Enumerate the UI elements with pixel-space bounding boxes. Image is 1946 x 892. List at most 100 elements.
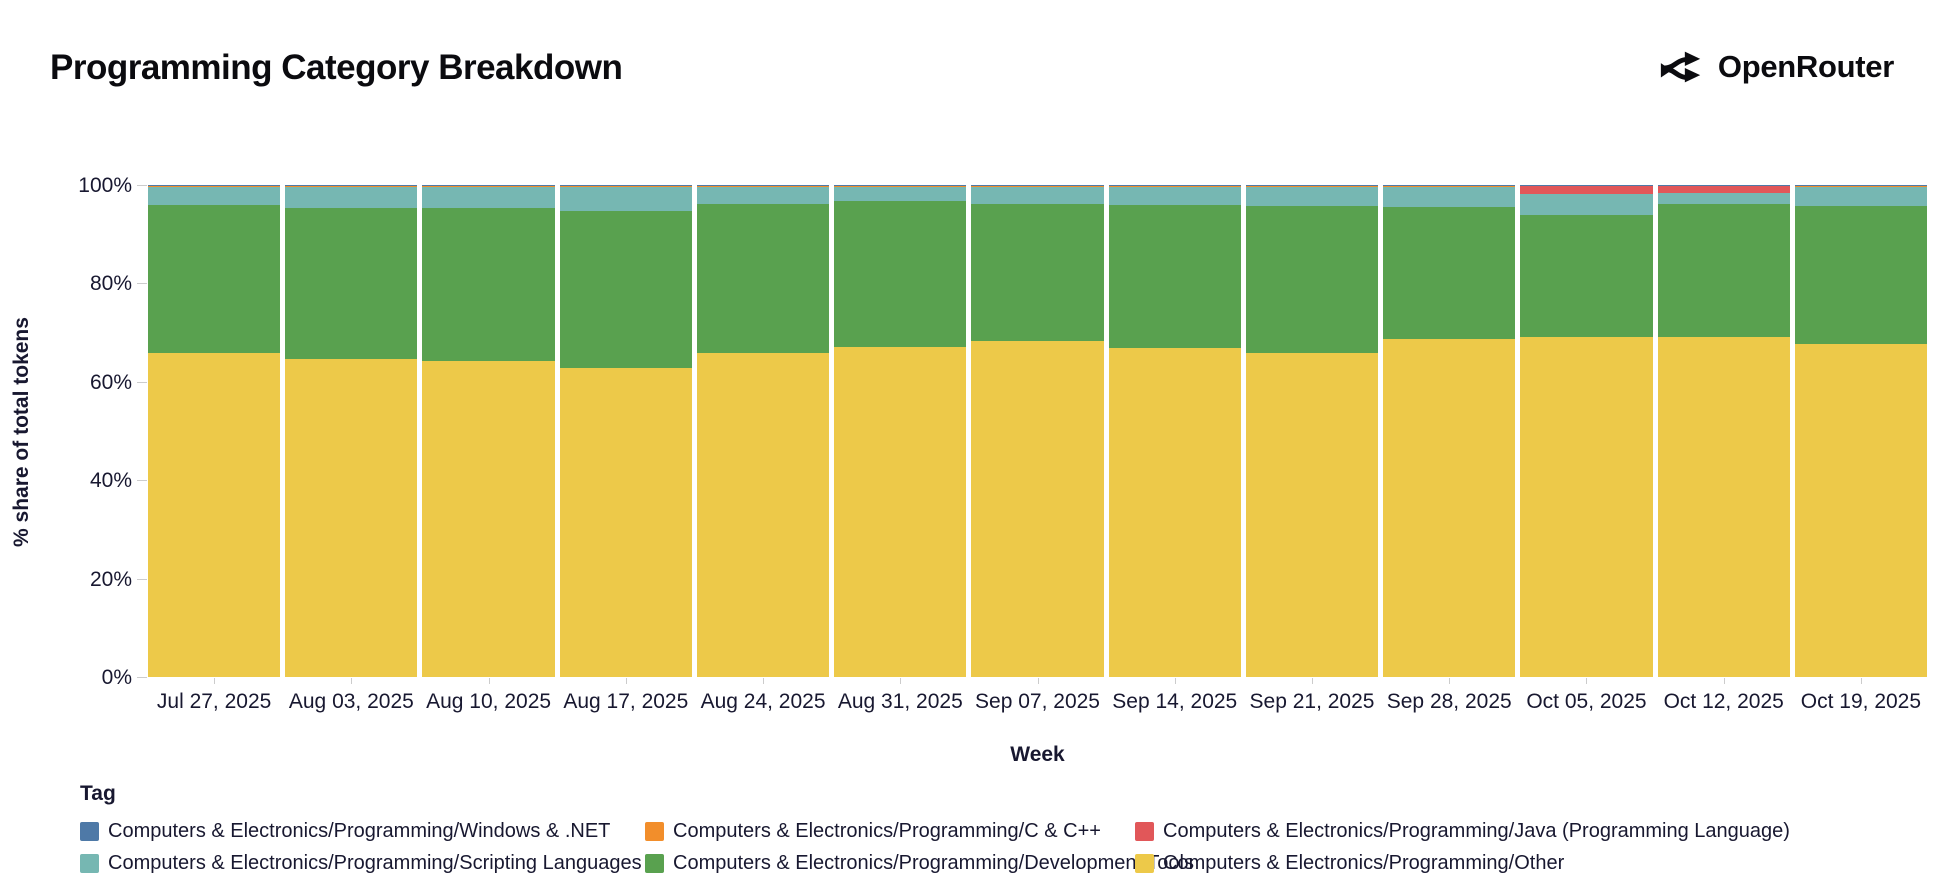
bar-aug-24-2025[interactable] bbox=[696, 185, 830, 677]
x-tick-mark bbox=[1174, 678, 1176, 684]
brand-name: OpenRouter bbox=[1717, 49, 1894, 84]
bar-segment[interactable] bbox=[422, 187, 555, 209]
bar-segment[interactable] bbox=[1520, 215, 1653, 338]
x-tick-label: Aug 17, 2025 bbox=[563, 690, 689, 713]
bar-aug-17-2025[interactable] bbox=[559, 185, 692, 677]
legend-swatch-icon bbox=[1135, 822, 1154, 841]
legend-item[interactable]: Computers & Electronics/Programming/Java… bbox=[1135, 820, 1790, 843]
x-tick-label: Jul 27, 2025 bbox=[156, 690, 272, 713]
bar-segment[interactable] bbox=[148, 186, 281, 206]
x-tick-label: Sep 28, 2025 bbox=[1386, 690, 1512, 713]
bar-segment[interactable] bbox=[148, 185, 281, 187]
bar-oct-05-2025[interactable] bbox=[1520, 185, 1653, 677]
bar-segment[interactable] bbox=[559, 187, 692, 212]
y-tick-mark bbox=[137, 480, 147, 482]
y-tick-label: 100% bbox=[78, 174, 132, 197]
bar-segment[interactable] bbox=[971, 186, 1104, 205]
bar-segment[interactable] bbox=[422, 361, 555, 677]
bar-segment[interactable] bbox=[971, 185, 1104, 187]
bar-segment[interactable] bbox=[285, 187, 418, 209]
bar-segment[interactable] bbox=[1520, 337, 1653, 677]
bar-segment[interactable] bbox=[1108, 185, 1241, 187]
x-tick-mark bbox=[1723, 678, 1725, 684]
bar-segment[interactable] bbox=[696, 185, 830, 187]
bar-segment[interactable] bbox=[1245, 187, 1379, 207]
openrouter-logo-icon bbox=[1658, 44, 1704, 90]
bar-sep-21-2025[interactable] bbox=[1245, 185, 1379, 677]
bar-segment[interactable] bbox=[1108, 347, 1241, 677]
legend-label: Computers & Electronics/Programming/Othe… bbox=[1163, 852, 1565, 874]
bar-segment[interactable] bbox=[1657, 204, 1790, 338]
bar-aug-31-2025[interactable] bbox=[834, 185, 967, 677]
bar-aug-10-2025[interactable] bbox=[422, 185, 555, 677]
y-tick-label: 20% bbox=[89, 567, 132, 591]
bar-segment[interactable] bbox=[1657, 186, 1790, 193]
y-tick-label: 80% bbox=[89, 272, 132, 296]
y-tick-label: 60% bbox=[89, 370, 132, 394]
bar-sep-14-2025[interactable] bbox=[1108, 185, 1241, 677]
legend-item[interactable]: Computers & Electronics/Programming/Othe… bbox=[1135, 852, 1564, 875]
bar-segment[interactable] bbox=[285, 359, 418, 677]
bar-aug-03-2025[interactable] bbox=[285, 185, 418, 677]
bar-sep-28-2025[interactable] bbox=[1383, 185, 1516, 677]
bar-sep-07-2025[interactable] bbox=[971, 185, 1104, 677]
bar-segment[interactable] bbox=[834, 185, 967, 187]
bar-segment[interactable] bbox=[834, 201, 967, 347]
x-tick-mark bbox=[900, 678, 902, 684]
legend-item[interactable]: Computers & Electronics/Programming/Scri… bbox=[80, 852, 642, 875]
bar-segment[interactable] bbox=[1657, 192, 1790, 205]
bar-segment[interactable] bbox=[1245, 185, 1379, 188]
bar-segment[interactable] bbox=[971, 204, 1104, 341]
bar-segment[interactable] bbox=[1520, 193, 1653, 216]
bar-segment[interactable] bbox=[1794, 343, 1928, 677]
legend-title: Tag bbox=[80, 782, 116, 805]
bar-segment[interactable] bbox=[1794, 206, 1928, 344]
brand: OpenRouter bbox=[1658, 44, 1894, 90]
x-tick-label: Oct 19, 2025 bbox=[1800, 690, 1922, 713]
bar-segment[interactable] bbox=[696, 204, 830, 353]
bar-segment[interactable] bbox=[696, 352, 830, 677]
x-tick-label: Aug 03, 2025 bbox=[288, 690, 414, 713]
bar-segment[interactable] bbox=[148, 352, 281, 677]
bar-segment[interactable] bbox=[285, 185, 418, 188]
bar-segment[interactable] bbox=[422, 185, 555, 188]
bar-segment[interactable] bbox=[285, 208, 418, 360]
legend-swatch-icon bbox=[80, 854, 99, 873]
legend-swatch-icon bbox=[645, 822, 664, 841]
bar-segment[interactable] bbox=[1383, 339, 1516, 677]
y-tick-mark bbox=[137, 283, 147, 285]
bar-segment[interactable] bbox=[1245, 352, 1379, 677]
legend-label: Computers & Electronics/Programming/C & … bbox=[673, 820, 1101, 842]
bar-segment[interactable] bbox=[1108, 186, 1241, 206]
x-tick-mark bbox=[1586, 678, 1588, 684]
bar-segment[interactable] bbox=[1108, 205, 1241, 348]
bar-oct-12-2025[interactable] bbox=[1657, 185, 1790, 677]
bar-segment[interactable] bbox=[971, 340, 1104, 677]
x-tick-mark bbox=[1037, 678, 1039, 684]
x-tick-label: Aug 24, 2025 bbox=[700, 690, 826, 713]
bar-jul-27-2025[interactable] bbox=[148, 185, 281, 677]
bar-segment[interactable] bbox=[1520, 186, 1653, 194]
bar-segment[interactable] bbox=[559, 368, 692, 677]
bar-segment[interactable] bbox=[1794, 185, 1928, 187]
bar-segment[interactable] bbox=[148, 205, 281, 353]
bar-segment[interactable] bbox=[834, 186, 967, 202]
bar-oct-19-2025[interactable] bbox=[1794, 185, 1928, 677]
x-tick-label: Aug 31, 2025 bbox=[837, 690, 963, 713]
bar-segment[interactable] bbox=[1383, 185, 1516, 188]
bar-segment[interactable] bbox=[834, 346, 967, 677]
bar-segment[interactable] bbox=[696, 186, 830, 205]
bar-segment[interactable] bbox=[1794, 186, 1928, 207]
bar-segment[interactable] bbox=[1383, 187, 1516, 208]
bar-segment[interactable] bbox=[422, 208, 555, 362]
bar-segment[interactable] bbox=[559, 211, 692, 369]
bar-segment[interactable] bbox=[1245, 206, 1379, 353]
legend-item[interactable]: Computers & Electronics/Programming/C & … bbox=[645, 820, 1101, 843]
x-tick-label: Sep 21, 2025 bbox=[1249, 690, 1375, 713]
bar-segment[interactable] bbox=[1383, 207, 1516, 339]
bar-segment[interactable] bbox=[1657, 337, 1790, 677]
legend-item[interactable]: Computers & Electronics/Programming/Deve… bbox=[645, 852, 1194, 875]
bar-segment[interactable] bbox=[559, 185, 692, 188]
legend-item[interactable]: Computers & Electronics/Programming/Wind… bbox=[80, 820, 610, 843]
